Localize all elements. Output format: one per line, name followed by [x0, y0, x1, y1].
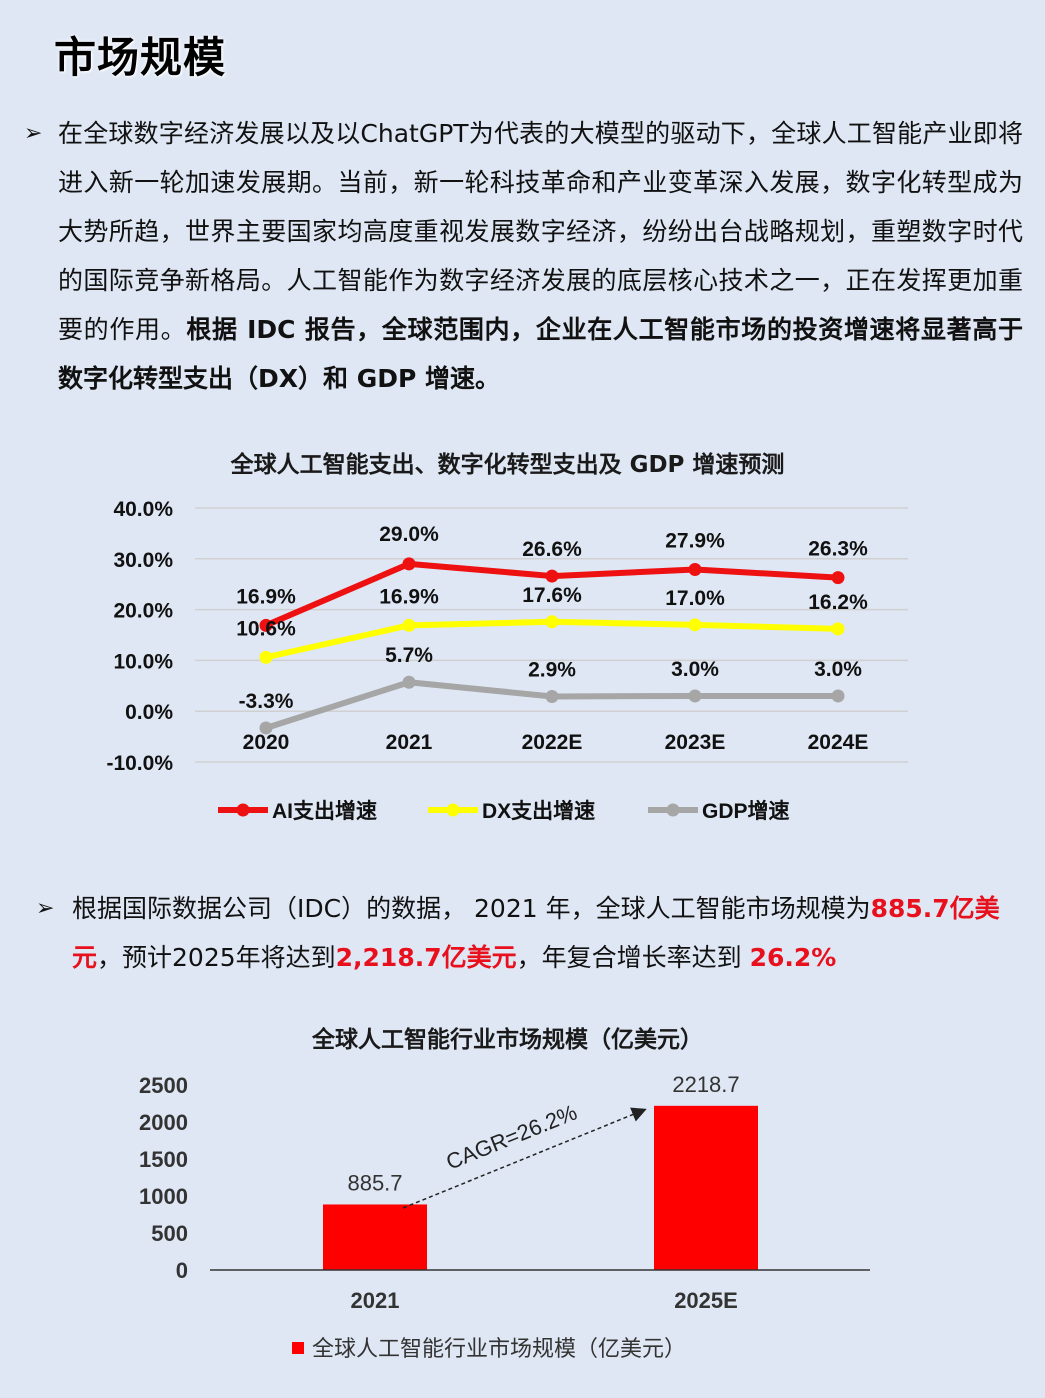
legend-label: GDP增速	[702, 799, 790, 823]
bullet-arrow-icon: ➢	[24, 121, 43, 146]
legend-marker	[236, 803, 250, 817]
data-point	[402, 557, 416, 571]
data-label: 3.0%	[814, 658, 862, 681]
bar-2021	[323, 1204, 427, 1270]
y-tick-label: 500	[151, 1221, 188, 1246]
y-tick-label: 20.0%	[113, 600, 173, 623]
market-paragraph: ➢ 根据国际数据公司（IDC）的数据， 2021 年，全球人工智能市场规模为88…	[36, 884, 1017, 982]
data-label: -3.3%	[239, 690, 294, 713]
data-point	[259, 618, 273, 632]
data-point	[831, 622, 845, 636]
data-label: 16.9%	[379, 585, 439, 608]
data-label: 3.0%	[671, 658, 719, 681]
line-chart-title: 全球人工智能支出、数字化转型支出及 GDP 增速预测	[230, 452, 785, 478]
y-tick-label: 30.0%	[113, 549, 173, 572]
data-point	[402, 675, 416, 689]
bar-value-label: 885.7	[347, 1170, 402, 1195]
y-tick-label: 2000	[139, 1110, 188, 1135]
bar-chart: 2500 2000 1500 1000 500 0 885.7 2021 2218.7 2025E…	[139, 1072, 870, 1361]
intro-text: 在全球数字经济发展以及以ChatGPT为代表的大模型的驱动下，全球人工智能产业即…	[58, 119, 1023, 344]
data-point	[545, 569, 559, 583]
y-tick-label: 1000	[139, 1184, 188, 1209]
bar-chart-title: 全球人工智能行业市场规模（亿美元）	[312, 1027, 703, 1053]
data-label: 17.0%	[665, 587, 725, 610]
legend-label: DX支出增速	[482, 799, 595, 823]
x-tick-label: 2025E	[674, 1288, 738, 1313]
data-point	[402, 618, 416, 632]
data-label: 5.7%	[385, 644, 433, 667]
market-value-2021: 885.7亿美元	[72, 894, 1000, 972]
data-point	[831, 571, 845, 585]
legend-label: AI支出增速	[272, 799, 377, 823]
data-point	[688, 689, 702, 703]
data-label: 10.6%	[236, 617, 296, 640]
y-tick-label: 0	[176, 1258, 188, 1283]
market-value-2025: 2,218.7亿美元	[335, 943, 517, 972]
bullet-arrow-icon: ➢	[36, 896, 55, 921]
market-text-3: ，年复合增长率达到	[516, 943, 750, 972]
y-tick-label: -10.0%	[106, 752, 173, 775]
data-label: 29.0%	[379, 523, 439, 546]
line-chart: 40.0% 30.0% 20.0% 10.0% 0.0% -10.0% 2020 2021 20…	[106, 498, 908, 823]
x-tick-label: 2024E	[808, 731, 869, 754]
market-cagr: 26.2%	[749, 943, 837, 972]
legend-swatch	[292, 1342, 304, 1354]
data-point	[545, 689, 559, 703]
legend-label: 全球人工智能行业市场规模（亿美元）	[312, 1336, 686, 1361]
data-point	[259, 650, 273, 664]
market-text-1: 根据国际数据公司（IDC）的数据， 2021 年，全球人工智能市场规模为	[72, 894, 871, 923]
page-title: 市场规模	[54, 33, 227, 82]
data-point	[259, 721, 273, 735]
cagr-arrow	[402, 1107, 647, 1209]
data-point	[688, 562, 702, 576]
bar-value-label: 2218.7	[672, 1072, 739, 1097]
y-tick-label: 0.0%	[125, 701, 173, 724]
legend-marker	[666, 803, 680, 817]
data-label: 16.2%	[808, 591, 868, 614]
data-point	[688, 618, 702, 632]
data-label: 26.3%	[808, 538, 868, 561]
legend-marker	[446, 803, 460, 817]
x-tick-label: 2023E	[665, 731, 726, 754]
bar-2025E	[654, 1105, 758, 1270]
y-tick-label: 1500	[139, 1147, 188, 1172]
x-tick-label: 2022E	[522, 731, 583, 754]
data-point	[831, 689, 845, 703]
x-tick-label: 2020	[243, 731, 290, 754]
intro-bold-text: 根据 IDC 报告，全球范围内，企业在人工智能市场的投资增速将显著高于数字化转型…	[58, 315, 1023, 393]
y-tick-label: 2500	[139, 1073, 188, 1098]
y-tick-label: 10.0%	[113, 650, 173, 673]
x-tick-label: 2021	[351, 1288, 400, 1313]
intro-paragraph: ➢ 在全球数字经济发展以及以ChatGPT为代表的大模型的驱动下，全球人工智能产…	[24, 109, 1023, 403]
series-line-2	[265, 679, 838, 731]
data-label: 2.9%	[528, 658, 576, 681]
data-label: 26.6%	[522, 538, 582, 561]
y-tick-label: 40.0%	[113, 498, 173, 521]
data-label: 27.9%	[665, 529, 725, 552]
market-text-2: ，预计2025年将达到	[97, 943, 336, 972]
data-point	[545, 615, 559, 629]
x-tick-label: 2021	[386, 731, 433, 754]
cagr-annotation: CAGR=26.2%	[443, 1099, 581, 1174]
data-label: 16.9%	[236, 585, 296, 608]
data-label: 17.6%	[522, 584, 582, 607]
